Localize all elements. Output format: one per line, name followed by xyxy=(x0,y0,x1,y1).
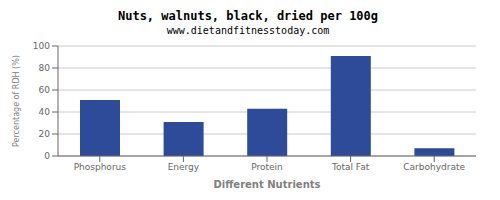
svg-text:Protein: Protein xyxy=(251,162,283,172)
svg-text:40: 40 xyxy=(39,107,51,117)
svg-text:Different Nutrients: Different Nutrients xyxy=(214,179,321,188)
svg-text:Total Fat: Total Fat xyxy=(331,162,370,172)
html-text:www.dietandfitnesstoday.com: www.dietandfitnesstoday.com xyxy=(166,25,330,36)
svg-text:0: 0 xyxy=(44,151,50,161)
svg-text:Percentage of RDH (%): Percentage of RDH (%) xyxy=(12,55,21,147)
svg-text:Energy: Energy xyxy=(168,162,200,172)
html-text:Nuts, walnuts, black, dried pe: Nuts, walnuts, black, dried per 100g xyxy=(118,9,378,23)
svg-text:Phosphorus: Phosphorus xyxy=(74,162,127,172)
svg-text:20: 20 xyxy=(39,129,51,139)
svg-text:Carbohydrate: Carbohydrate xyxy=(403,162,465,172)
svg-text:80: 80 xyxy=(39,63,51,73)
svg-text:60: 60 xyxy=(39,85,51,95)
svg-text:100: 100 xyxy=(33,41,50,51)
